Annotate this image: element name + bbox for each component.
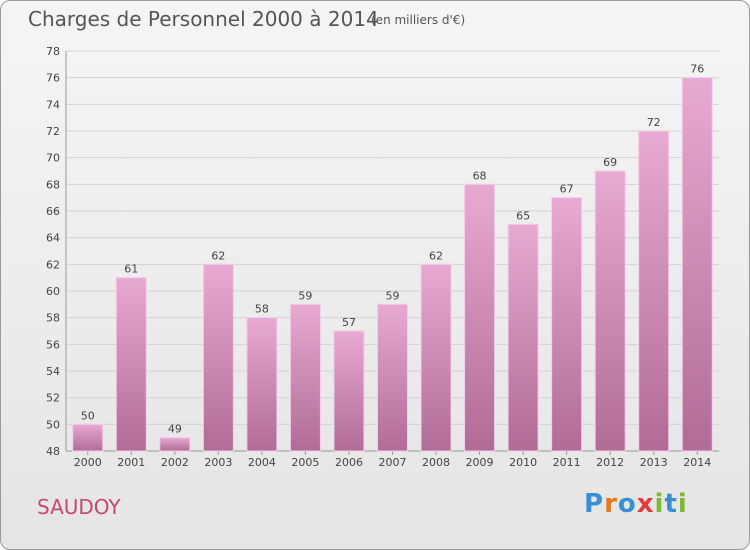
- proxiti-logo: Proxiti: [584, 489, 688, 519]
- x-tick-label-2011: 2011: [553, 456, 581, 469]
- y-tick-label: 70: [46, 152, 60, 165]
- x-tick-label-2002: 2002: [161, 456, 189, 469]
- bar-2010: [507, 223, 539, 452]
- x-tick-label-2004: 2004: [248, 456, 276, 469]
- y-tick-label: 50: [46, 418, 60, 431]
- bar-2002: [159, 437, 191, 452]
- x-tick-label-2000: 2000: [74, 456, 102, 469]
- data-labels: 50 61 49 62 58 59 57 59 62 68 65 67 69 72 76: [81, 63, 704, 436]
- data-label-2005: 59: [298, 289, 312, 302]
- chart-title: Charges de Personnel 2000 à 2014: [28, 7, 379, 31]
- bar-2007: [377, 303, 408, 452]
- data-label-2013: 72: [647, 116, 661, 129]
- y-tick-label: 78: [46, 45, 60, 58]
- y-tick-label: 64: [46, 232, 60, 245]
- y-tick-label: 54: [46, 365, 60, 378]
- y-tick-label: 52: [46, 392, 60, 405]
- bar-2006: [333, 330, 365, 452]
- data-label-2008: 62: [429, 249, 443, 262]
- bar-2013: [638, 130, 670, 452]
- y-tick-label: 76: [46, 72, 60, 85]
- brand-letter: t: [664, 489, 678, 519]
- y-tick-label: 66: [46, 205, 60, 218]
- chart-subtitle: (en milliers d'€): [371, 13, 466, 27]
- brand-letter: P: [584, 489, 605, 519]
- data-label-2009: 68: [473, 169, 487, 182]
- brand-letter: i: [654, 489, 665, 519]
- brand-letter: x: [636, 489, 655, 519]
- x-tick-label-2009: 2009: [466, 456, 494, 469]
- y-tick-label: 56: [46, 338, 60, 351]
- y-tick-label: 68: [46, 178, 60, 191]
- brand-letter: r: [604, 489, 618, 519]
- y-tick-label: 62: [46, 258, 60, 271]
- bar-2005: [289, 303, 321, 452]
- x-tick-label-2013: 2013: [640, 456, 668, 469]
- x-tick-label-2012: 2012: [596, 456, 624, 469]
- bar-2014: [681, 77, 713, 452]
- data-label-2012: 69: [603, 156, 617, 169]
- data-label-2006: 57: [342, 316, 356, 329]
- x-tick-label-2006: 2006: [335, 456, 363, 469]
- x-tick-label-2001: 2001: [117, 456, 145, 469]
- x-tick-label-2005: 2005: [291, 456, 319, 469]
- data-label-2002: 49: [168, 423, 182, 436]
- y-tick-label: 74: [46, 98, 60, 111]
- y-tick-label: 60: [46, 285, 60, 298]
- x-tick-label-2003: 2003: [204, 456, 232, 469]
- brand-letter: o: [617, 489, 637, 519]
- brand-letter: i: [677, 489, 688, 519]
- axes: 48 50 52 54 56 58 60 62 64 66 68 70 72 74 76 78 2000 2001…: [46, 45, 719, 469]
- bars: [72, 77, 713, 452]
- commune-name: SAUDOY: [37, 495, 121, 519]
- data-label-2011: 67: [560, 183, 574, 196]
- bar-2008: [420, 263, 452, 452]
- data-label-2000: 50: [81, 409, 95, 422]
- x-tick-label-2007: 2007: [379, 456, 407, 469]
- bar-2000: [72, 423, 104, 452]
- data-label-2004: 58: [255, 303, 269, 316]
- bar-2011: [551, 197, 583, 452]
- x-tick-label-2014: 2014: [683, 456, 711, 469]
- data-label-2003: 62: [211, 249, 225, 262]
- data-label-2001: 61: [124, 263, 138, 276]
- bar-2004: [246, 317, 278, 452]
- bar-2001: [115, 277, 147, 452]
- x-tick-label-2008: 2008: [422, 456, 450, 469]
- data-label-2010: 65: [516, 209, 530, 222]
- y-tick-label: 58: [46, 312, 60, 325]
- data-label-2014: 76: [690, 63, 704, 76]
- bar-2003: [202, 263, 234, 452]
- y-tick-label: 72: [46, 125, 60, 138]
- bar-2009: [464, 183, 496, 452]
- y-tick-label: 48: [46, 445, 60, 458]
- bar-2012: [594, 170, 626, 452]
- x-tick-label-2010: 2010: [509, 456, 537, 469]
- data-label-2007: 59: [386, 289, 400, 302]
